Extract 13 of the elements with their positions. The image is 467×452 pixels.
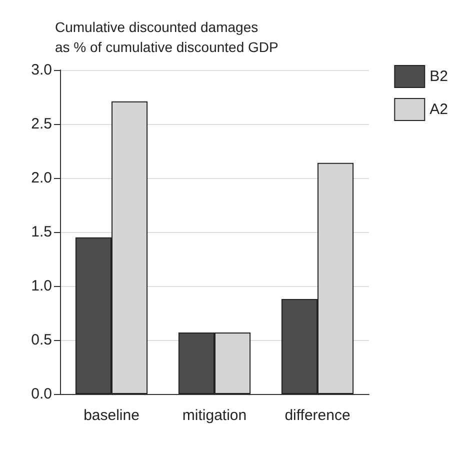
chart-title: Cumulative discounted damages as % of cumulative discounted GDP (55, 19, 278, 55)
x-tick-label: baseline (84, 407, 140, 424)
legend-label: B2 (430, 68, 448, 85)
y-tick-label: 0.5 (31, 332, 52, 348)
y-tick-label: 2.0 (31, 170, 52, 186)
x-tick-label: mitigation (182, 407, 247, 424)
y-tick-label: 3.0 (31, 62, 52, 78)
y-tick-label: 0.0 (31, 386, 52, 402)
y-tick-label: 2.5 (31, 116, 52, 132)
legend-label: A2 (430, 101, 448, 118)
y-tick-label: 1.5 (31, 224, 52, 240)
y-tick-label: 1.0 (31, 278, 52, 294)
x-tick-label: difference (284, 407, 350, 424)
